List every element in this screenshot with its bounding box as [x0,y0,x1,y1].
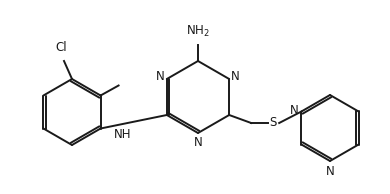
Text: S: S [269,117,277,130]
Text: N: N [193,136,202,149]
Text: NH: NH [114,128,132,141]
Text: N: N [326,165,334,178]
Text: NH$_2$: NH$_2$ [186,24,210,39]
Text: N: N [231,70,240,83]
Text: Cl: Cl [55,41,67,54]
Text: N: N [156,70,165,83]
Text: N: N [290,104,298,117]
